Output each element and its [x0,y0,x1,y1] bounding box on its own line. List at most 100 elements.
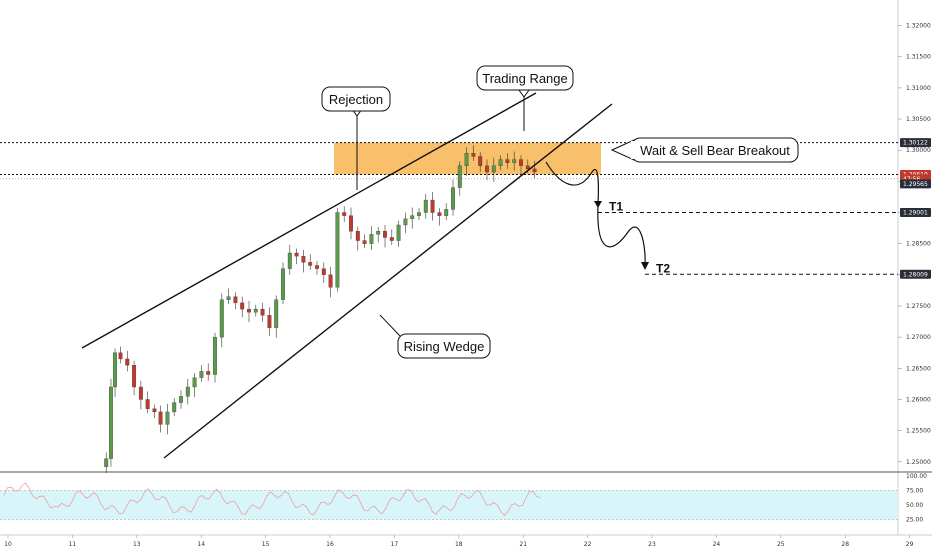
candle-body [113,352,117,388]
date-tick-label: 18 [455,541,463,548]
price-tick-label: 1.28500 [906,241,931,248]
candle-body [437,212,442,216]
candle-body [253,308,258,313]
candle-body [315,265,319,269]
price-tag-box [900,138,931,148]
candle-body [349,215,353,232]
candle-body [471,153,476,157]
candles-layer [104,145,537,473]
callout-rising-wedge-label: Rising Wedge [404,339,485,354]
target-label-t1: T1 [609,199,623,213]
date-tick-label: 28 [841,541,849,548]
candle-body [219,299,224,338]
candle-body [485,165,489,173]
candle-body [403,218,408,226]
candle-body [240,302,245,310]
candle-body [308,262,313,266]
arrow-t1-icon [594,201,602,208]
date-tick-label: 25 [777,541,785,548]
candle-body [342,212,347,216]
candle-body [158,411,163,425]
price-tick-label: 1.32000 [906,23,931,30]
date-tick-label: 24 [713,541,721,548]
candle-body [109,386,113,459]
candle-body [213,336,217,375]
candle-body [179,396,183,403]
candle-body [199,371,204,378]
candle-body [505,159,510,163]
candle-body [206,371,211,375]
candle-body [383,231,387,238]
callout-wait-sell: Wait & Sell Bear Breakout [610,137,799,163]
price-tick-label: 1.26000 [906,396,931,403]
rsi-line [3,482,541,516]
candle-body [247,308,251,313]
price-tick-label: 1.25500 [906,428,931,435]
candle-body [321,268,326,275]
candle-body [362,240,367,244]
candle-body [260,308,265,316]
candle-body [478,156,483,166]
date-tick-label: 13 [133,541,141,548]
date-tick-label: 21 [519,541,527,548]
candle-body [301,255,306,263]
date-tick-label: 17 [391,541,399,548]
date-ticks: 10 11 13 14 15 16 17 18 21 22 23 24 25 28 29 [4,535,914,548]
price-tick-label: 1.30500 [906,116,931,123]
callout-rejection: Rejection [321,86,391,190]
candle-body [172,402,177,413]
candle-body [444,209,449,216]
price-tick-label: 1.31000 [906,85,931,92]
price-tick-label: 1.25000 [906,459,931,466]
candle-body [335,212,340,288]
price-tick-label: 1.27500 [906,303,931,310]
date-tick-label: 15 [262,541,270,548]
candle-body [287,252,292,269]
candle-body [512,159,517,163]
callout-trading-range-label: Trading Range [482,71,568,86]
candle-body [185,386,190,397]
callout-trading-range: Trading Range [476,65,574,131]
price-tick-label: 1.26500 [906,365,931,372]
candle-body [118,352,123,360]
date-tick-label: 23 [648,541,656,548]
price-tag-box [900,269,931,279]
date-tick-label: 29 [906,541,914,548]
wedge-lower-line [163,103,613,459]
candle-body [233,296,238,304]
candle-body [192,377,197,388]
target-label-t2: T2 [656,261,670,275]
candle-body [281,268,285,300]
date-tick-label: 10 [4,541,12,548]
rsi-tick-label: 75.00 [906,488,923,495]
candle-body [396,224,401,241]
rsi-band [0,490,898,520]
price-tag-label: 1.28009 [903,271,928,278]
candle-body [165,411,170,425]
callout-rejection-label: Rejection [329,92,383,107]
rsi-ticks: 100.00 75.00 50.00 25.00 [906,473,927,524]
candle-body [532,168,537,173]
price-tag-label: 1.29001 [903,209,928,216]
candle-body [226,296,231,300]
date-tick-label: 16 [326,541,334,548]
candle-body [267,315,272,328]
candle-body [274,299,279,328]
price-tag-box [900,179,931,189]
price-tag-label: 1.30122 [903,140,928,147]
arrow-t2-icon [641,262,649,270]
price-tick-label: 1.31500 [906,54,931,61]
candle-body [525,165,530,170]
candle-body [498,159,503,166]
candle-body [519,159,523,166]
candle-body [125,358,130,366]
candle-body [451,187,455,210]
candle-body [294,252,299,257]
callout-rising-wedge: Rising Wedge [379,314,491,359]
price-tick-label: 1.27000 [906,334,931,341]
price-tag-label: 1.29565 [903,181,928,188]
candle-body [376,231,381,235]
